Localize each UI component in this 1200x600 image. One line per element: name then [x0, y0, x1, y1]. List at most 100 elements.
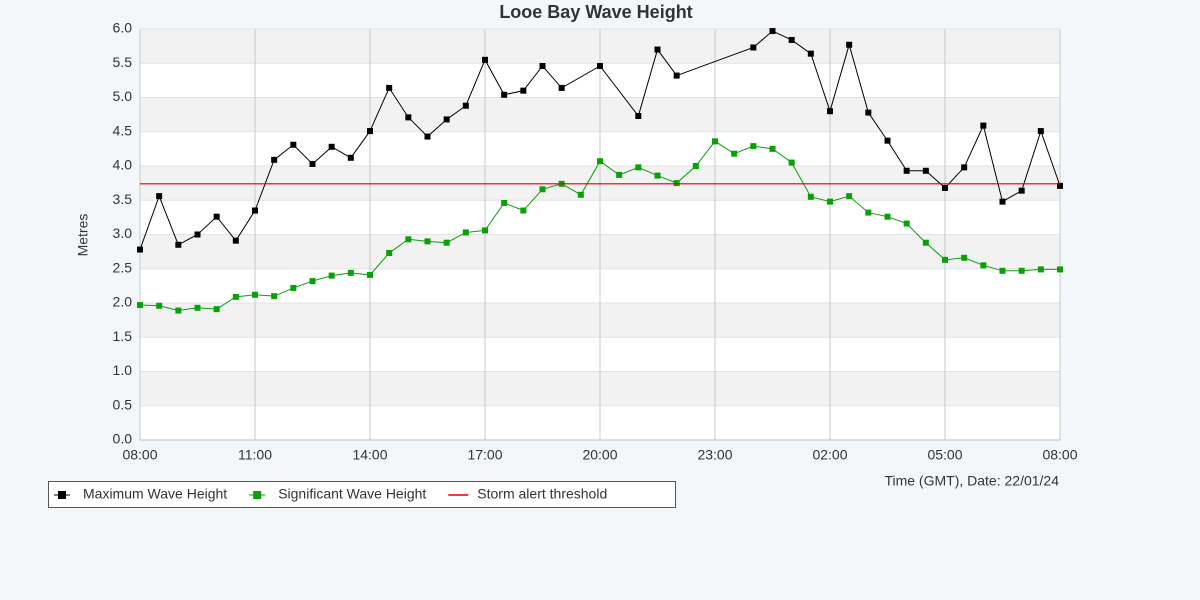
data-point	[980, 262, 987, 269]
x-tick-label: 11:00	[238, 447, 272, 463]
data-point	[597, 62, 603, 69]
data-point	[903, 167, 910, 174]
data-point	[961, 254, 968, 261]
data-point	[424, 238, 431, 245]
data-point	[654, 172, 661, 179]
data-point	[520, 207, 527, 214]
data-point	[903, 220, 910, 227]
data-point	[271, 156, 278, 163]
x-tick-label: 08:00	[1042, 447, 1077, 463]
data-point	[999, 198, 1006, 205]
y-tick-label: 4.5	[113, 122, 133, 138]
data-point	[443, 239, 450, 246]
data-point	[922, 167, 929, 174]
data-point	[232, 293, 239, 300]
data-point	[501, 91, 508, 98]
x-tick-label: 20:00	[582, 447, 617, 463]
data-point	[884, 213, 891, 220]
data-point	[309, 278, 316, 285]
y-tick-label: 1.5	[113, 328, 133, 344]
x-tick-label: 14:00	[352, 447, 387, 463]
data-point	[462, 102, 469, 109]
data-point	[539, 186, 546, 193]
data-point	[1037, 266, 1044, 273]
data-point	[252, 207, 258, 214]
legend-swatch	[58, 491, 66, 499]
series-line	[139, 30, 1061, 250]
data-point	[788, 36, 795, 43]
data-point	[405, 114, 412, 121]
data-point	[942, 184, 948, 191]
x-tick-label: 23:00	[697, 447, 732, 463]
y-tick-label: 0.5	[113, 396, 133, 412]
data-point	[309, 160, 316, 167]
legend-label: Storm alert threshold	[477, 486, 607, 502]
data-point	[922, 239, 929, 246]
data-point	[1057, 182, 1063, 189]
data-point	[386, 249, 393, 256]
data-point	[865, 209, 872, 216]
data-point	[827, 198, 833, 205]
data-point	[328, 143, 335, 150]
y-tick-label: 5.0	[113, 88, 133, 104]
data-point	[175, 241, 182, 248]
data-point	[980, 122, 987, 129]
data-point	[731, 150, 738, 157]
data-point	[482, 56, 488, 63]
y-tick-label: 1.0	[113, 362, 133, 378]
data-point	[884, 137, 891, 144]
data-point	[137, 246, 143, 253]
data-point	[156, 302, 163, 309]
data-point	[635, 164, 642, 171]
data-point	[290, 284, 297, 291]
data-point	[1018, 187, 1025, 194]
x-tick-label: 17:00	[467, 447, 502, 463]
data-point	[827, 108, 833, 115]
data-point	[539, 62, 546, 69]
data-point	[712, 138, 718, 145]
data-point	[367, 128, 373, 135]
data-point	[482, 227, 488, 234]
data-point	[1057, 266, 1063, 273]
data-point	[673, 180, 680, 187]
data-point	[347, 269, 354, 276]
legend-box	[48, 481, 676, 508]
data-point	[750, 143, 757, 150]
data-point	[807, 50, 814, 57]
data-point	[290, 141, 297, 148]
data-point	[673, 72, 680, 79]
data-point	[942, 256, 948, 263]
data-point	[328, 272, 335, 279]
y-tick-label: 6.0	[113, 20, 133, 36]
data-point	[386, 84, 393, 91]
data-point	[501, 199, 508, 206]
data-point	[347, 154, 354, 161]
y-tick-label: 5.5	[113, 54, 133, 70]
data-point	[462, 229, 469, 236]
data-point	[443, 116, 450, 123]
data-point	[846, 41, 853, 48]
data-point	[692, 163, 699, 169]
x-axis-label: Time (GMT), Date: 22/01/24	[884, 473, 1059, 489]
data-point	[616, 171, 623, 178]
legend-label: Significant Wave Height	[278, 486, 426, 502]
y-tick-label: 3.0	[113, 225, 133, 241]
data-point	[405, 236, 412, 243]
data-point	[175, 307, 182, 314]
data-point	[520, 87, 527, 94]
data-point	[232, 237, 239, 244]
data-point	[271, 293, 278, 300]
data-point	[137, 302, 143, 309]
legend-swatch	[253, 491, 262, 499]
data-point	[788, 159, 795, 166]
data-point	[194, 304, 201, 311]
legend-label: Maximum Wave Height	[83, 486, 227, 502]
chart-title: Looe Bay Wave Height	[499, 2, 692, 22]
data-point	[769, 145, 776, 152]
data-point	[558, 84, 565, 91]
data-point	[807, 193, 814, 200]
data-point	[156, 193, 163, 200]
data-point	[213, 213, 220, 220]
